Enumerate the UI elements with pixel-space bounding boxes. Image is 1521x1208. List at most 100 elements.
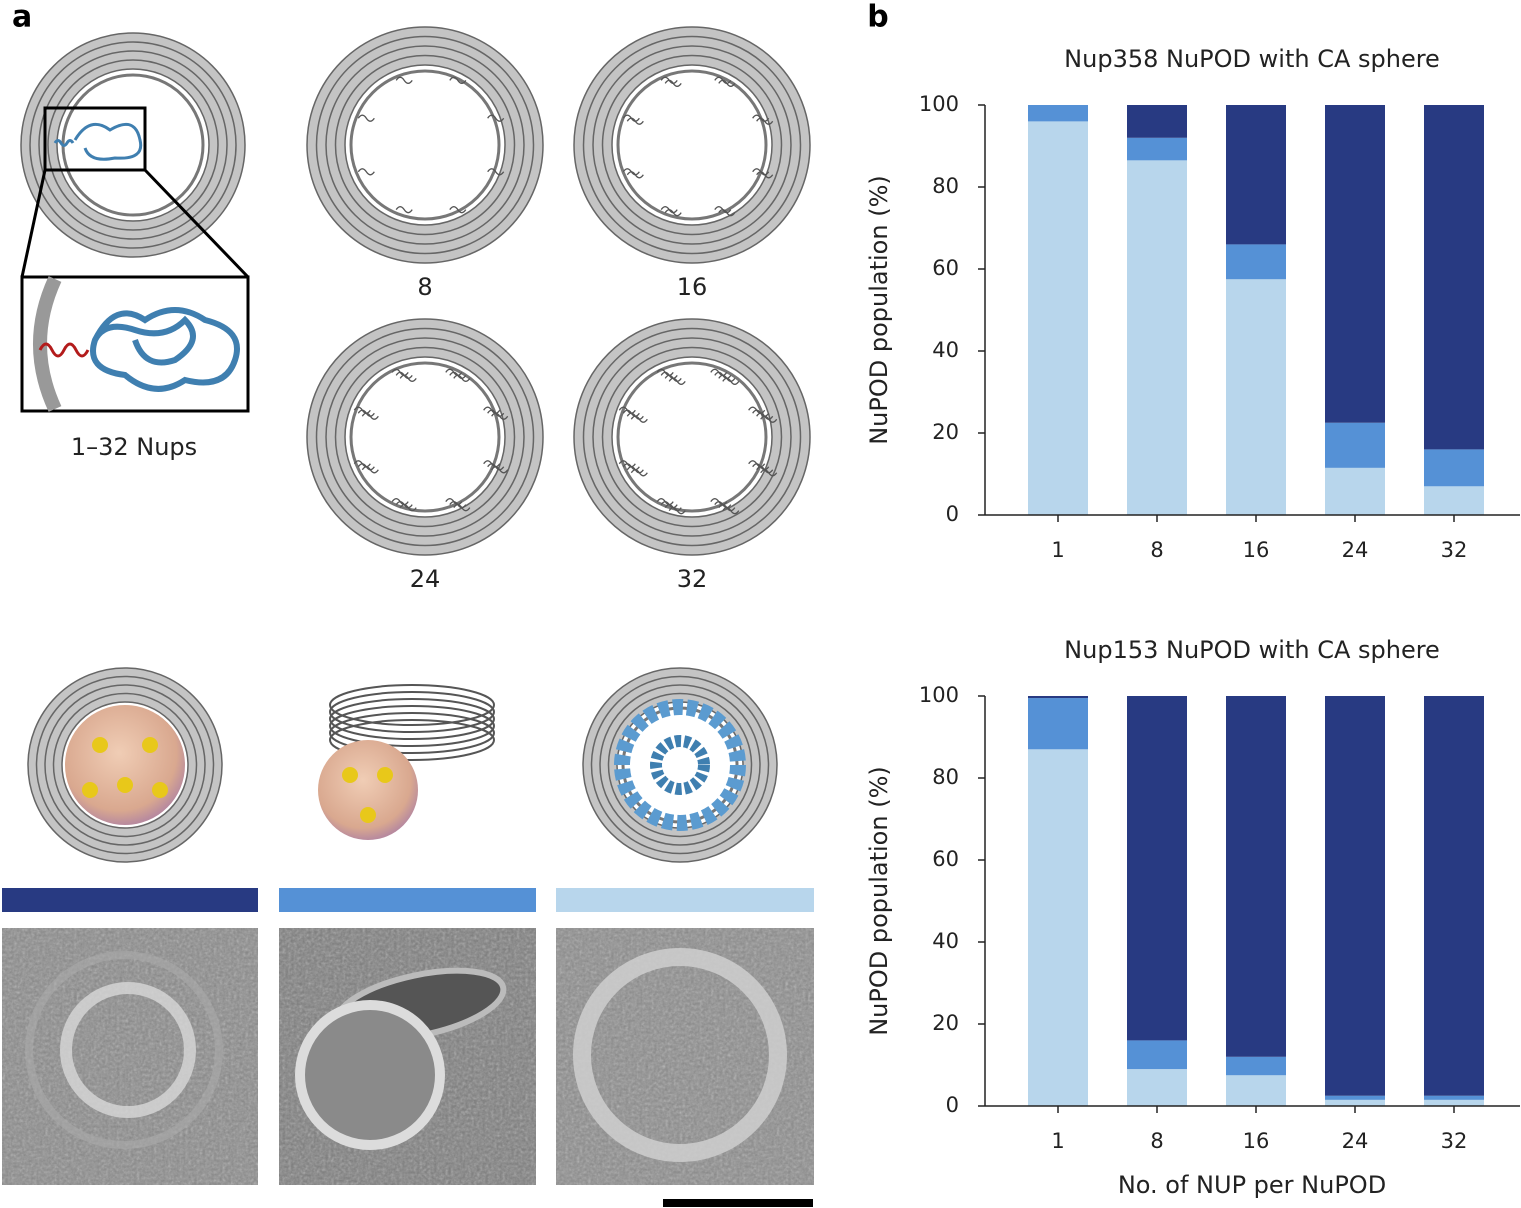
ring-inner <box>616 69 768 221</box>
pentamer <box>117 777 133 793</box>
class-bar <box>2 888 258 912</box>
nup <box>491 412 509 420</box>
ring-edge <box>334 346 516 528</box>
nup <box>756 171 774 179</box>
ring-edge <box>20 32 246 258</box>
y-tick-label: 40 <box>932 929 959 953</box>
nup <box>722 377 740 385</box>
ring-edge <box>611 356 773 518</box>
nup <box>664 79 682 87</box>
y-tick-label: 20 <box>932 420 959 444</box>
ring-edge <box>601 346 783 528</box>
ring-edge <box>52 692 198 838</box>
nup <box>626 117 644 125</box>
nup <box>630 415 648 423</box>
bar-segment <box>1424 449 1484 487</box>
nup <box>626 171 644 179</box>
x-tick-label: 8 <box>1150 538 1163 562</box>
ring-edge <box>315 35 535 255</box>
ring <box>306 26 544 264</box>
ring-disc <box>329 705 495 747</box>
ring-edge <box>306 318 544 556</box>
bar-segment <box>1127 1069 1187 1106</box>
pentamer <box>82 782 98 798</box>
ring-edge <box>582 667 778 863</box>
ca-sphere <box>65 705 185 825</box>
y-tick-label: 80 <box>932 174 959 198</box>
nup <box>361 412 379 420</box>
nup-coil <box>53 122 143 161</box>
nup <box>357 168 375 176</box>
zoom-line <box>20 169 47 278</box>
pentamer <box>360 807 376 823</box>
bar-segment <box>1424 1099 1484 1106</box>
caption: 1–32 Nups <box>71 433 197 461</box>
panel-label: b <box>867 0 888 35</box>
bar-segment <box>1127 137 1187 161</box>
ring-edge <box>334 54 516 236</box>
schematic-label: 8 <box>417 273 432 301</box>
y-tick-label: 100 <box>919 683 959 707</box>
bar-segment <box>1424 105 1484 450</box>
scale-bar <box>663 1199 813 1207</box>
y-tick-label: 60 <box>932 847 959 871</box>
bar-segment <box>1325 422 1385 468</box>
nup <box>722 507 740 515</box>
y-tick-label: 100 <box>919 92 959 116</box>
nup <box>668 377 686 385</box>
bar-segment <box>1325 1095 1385 1100</box>
bar-segment <box>1325 696 1385 1096</box>
ring-edge <box>47 59 219 231</box>
ring-disc <box>329 691 495 733</box>
nup <box>449 76 467 84</box>
em-image <box>2 928 258 1185</box>
nup <box>453 374 471 382</box>
ring-edge <box>315 327 535 547</box>
y-tick-label: 20 <box>932 1011 959 1035</box>
x-tick-label: 16 <box>1243 1129 1270 1153</box>
ring-inner <box>349 69 501 221</box>
nup <box>449 206 467 214</box>
class-bar <box>556 888 814 912</box>
zoom-box <box>43 106 147 172</box>
x-tick-label: 32 <box>1441 1129 1468 1153</box>
ring <box>573 318 811 556</box>
bar-segment <box>1028 696 1088 699</box>
ring-edge <box>592 337 792 537</box>
nup <box>395 76 413 84</box>
bar-segment <box>1127 105 1187 138</box>
chart-title: Nup358 NuPOD with CA sphere <box>1064 45 1440 73</box>
nup <box>399 504 417 512</box>
bar-segment <box>1028 105 1088 122</box>
ring-edge <box>325 45 525 245</box>
ring-edge <box>582 327 802 547</box>
ring-edge <box>573 26 811 264</box>
ring-edge <box>29 41 237 249</box>
x-tick-label: 1 <box>1051 1129 1064 1153</box>
ring-edge <box>582 35 802 255</box>
bar-segment <box>1028 698 1088 750</box>
bar-segment <box>1424 696 1484 1096</box>
x-tick-label: 1 <box>1051 538 1064 562</box>
ring-edge <box>27 667 223 863</box>
chart-title: Nup153 NuPOD with CA sphere <box>1064 636 1440 664</box>
pentamer <box>377 767 393 783</box>
ring-edge <box>601 54 783 236</box>
ring-edge <box>35 675 215 855</box>
x-tick-label: 8 <box>1150 1129 1163 1153</box>
schematic-label: 24 <box>410 565 441 593</box>
nup <box>399 374 417 382</box>
bar-segment <box>1226 1075 1286 1106</box>
ring-edge <box>61 701 189 829</box>
class-bar <box>279 888 536 912</box>
schematic-label: 16 <box>677 273 708 301</box>
y-tick-label: 60 <box>932 256 959 280</box>
x-tick-label: 24 <box>1342 538 1369 562</box>
bar-segment <box>1226 1056 1286 1076</box>
ring-inner <box>61 73 205 217</box>
pentamer <box>342 767 358 783</box>
ring <box>573 26 811 264</box>
nup <box>395 206 413 214</box>
ring <box>20 32 246 258</box>
